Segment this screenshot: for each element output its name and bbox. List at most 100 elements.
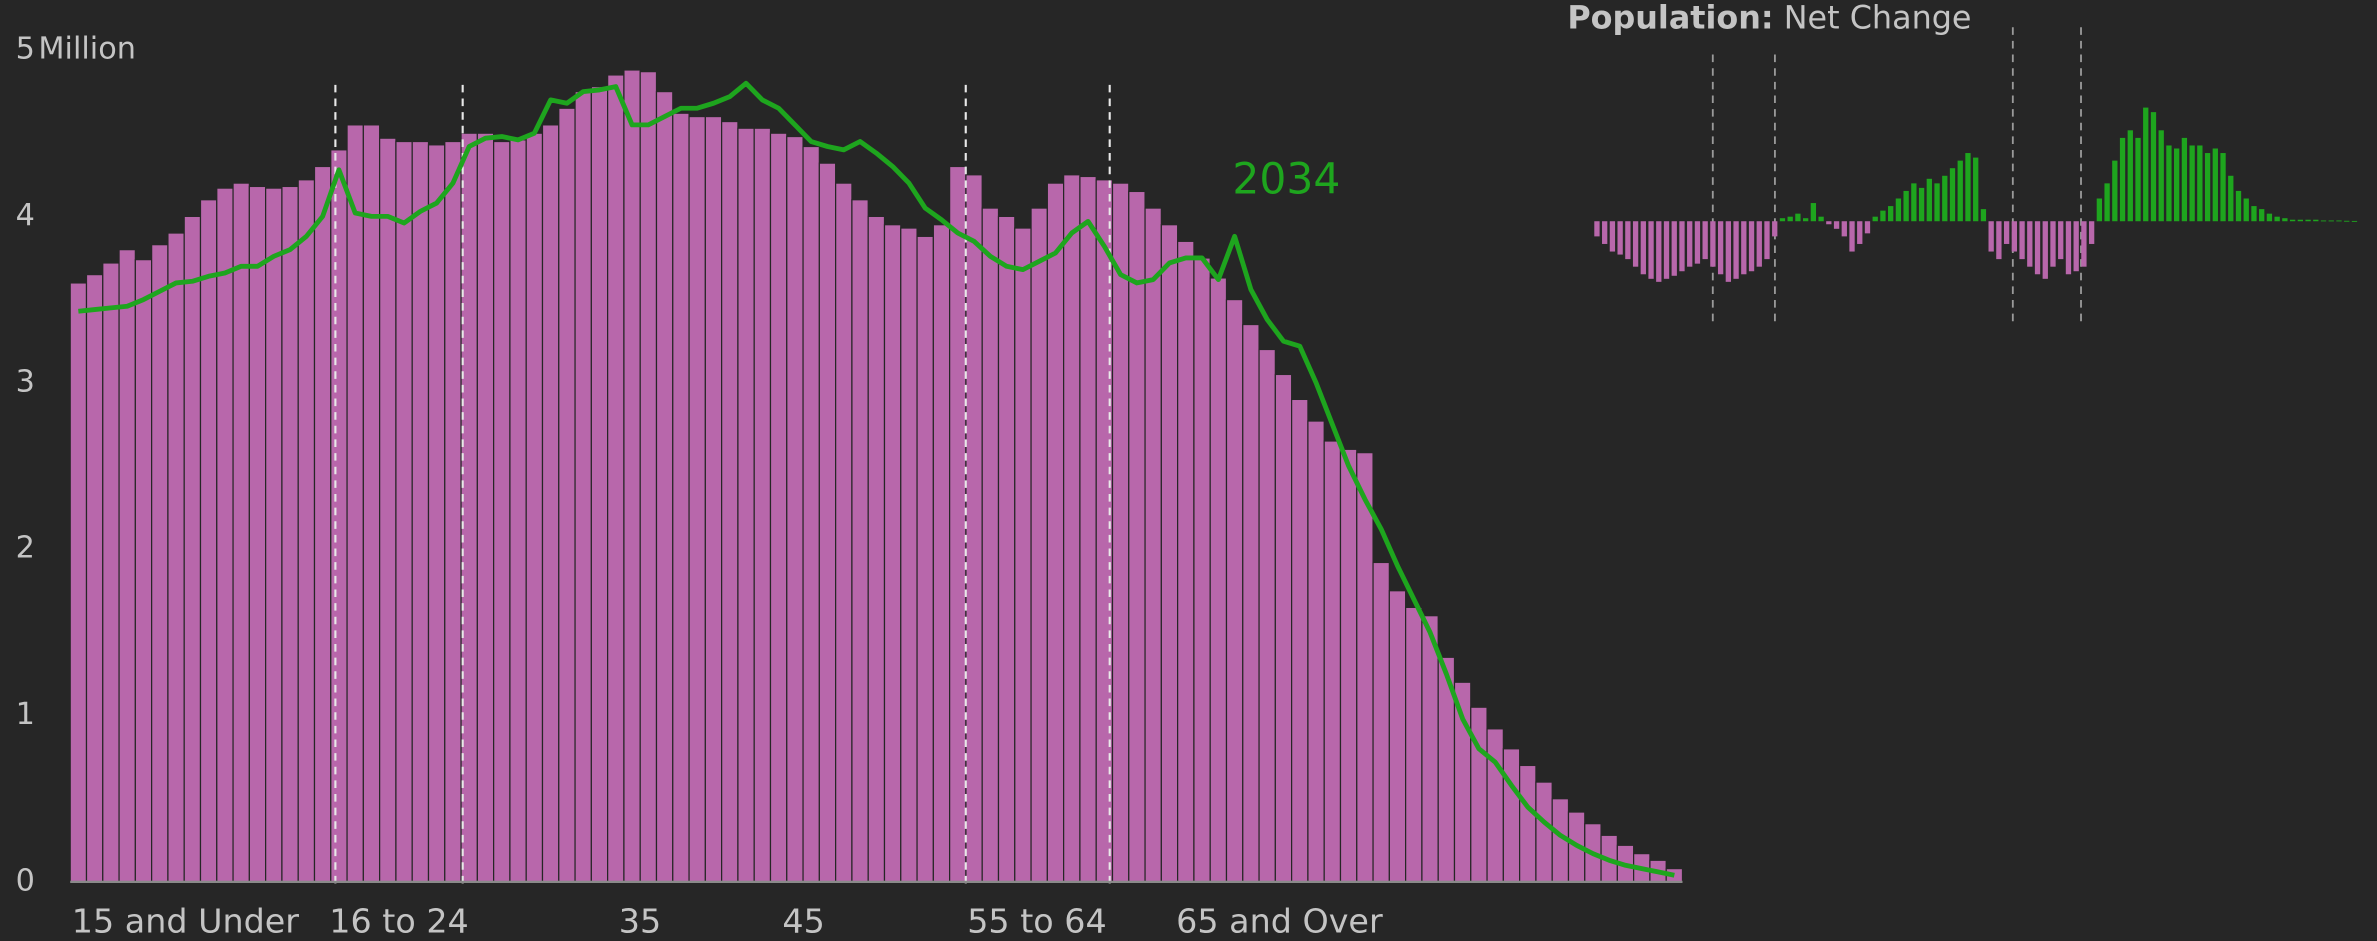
x-label: 65 and Over xyxy=(1176,901,1383,940)
y-tick-label: 2 xyxy=(16,531,35,566)
net-bar xyxy=(1934,183,1940,222)
bar xyxy=(769,132,788,883)
net-bar xyxy=(1663,221,1670,279)
net-bar xyxy=(2328,220,2334,222)
bar xyxy=(1339,448,1358,883)
bar xyxy=(118,249,136,883)
bar xyxy=(753,127,772,883)
x-label: 35 xyxy=(619,901,661,940)
net-bar xyxy=(1826,221,1832,225)
bar xyxy=(1258,348,1276,883)
bar xyxy=(411,140,430,883)
bar xyxy=(395,140,413,883)
net-bar xyxy=(2259,209,2265,222)
net-bar xyxy=(1965,153,1971,222)
net-bar xyxy=(1772,221,1778,237)
net-bar xyxy=(1872,216,1878,222)
net-bar xyxy=(1957,160,1963,222)
bar xyxy=(541,124,560,883)
bar xyxy=(623,69,641,883)
bar xyxy=(362,124,381,883)
net-bar xyxy=(2282,218,2288,222)
bar xyxy=(444,140,462,883)
bar xyxy=(167,232,185,883)
bar xyxy=(216,187,234,883)
net-bar xyxy=(2127,130,2133,222)
bar xyxy=(297,179,316,883)
bar xyxy=(1177,240,1195,883)
net-bar xyxy=(2088,221,2095,244)
bar xyxy=(835,182,853,883)
bar xyxy=(1274,373,1293,883)
y-tick-label: 0 xyxy=(16,863,35,898)
net-bar xyxy=(2065,221,2072,275)
net-bar xyxy=(1632,221,1639,267)
net-bar xyxy=(1795,213,1801,222)
net-bar xyxy=(2050,221,2056,267)
bar xyxy=(688,115,706,883)
net-bar xyxy=(2305,219,2311,222)
bar xyxy=(134,259,153,883)
bar xyxy=(1242,323,1260,883)
net-bar xyxy=(2243,198,2249,222)
net-bar xyxy=(1717,221,1724,275)
net-bar xyxy=(1849,221,1855,252)
net-bar xyxy=(2081,221,2087,267)
net-bar xyxy=(1741,221,1747,275)
bar xyxy=(85,274,104,883)
bar xyxy=(818,162,837,883)
bar xyxy=(590,86,609,883)
net-bar xyxy=(2212,148,2218,222)
net-bar xyxy=(2174,148,2180,222)
net-bar xyxy=(2166,145,2172,222)
net-bar xyxy=(2042,221,2048,279)
net-bar xyxy=(2112,160,2118,222)
bar xyxy=(248,185,267,883)
bar xyxy=(1486,728,1504,883)
bar xyxy=(265,187,283,883)
bar xyxy=(1014,227,1032,883)
bar xyxy=(867,215,886,883)
bar xyxy=(1225,298,1244,883)
inset-title: Population: Net Change xyxy=(1567,0,1971,37)
net-bar xyxy=(2073,221,2079,272)
bar xyxy=(883,224,902,883)
net-bar xyxy=(1988,221,1994,252)
bar xyxy=(672,112,690,883)
bar xyxy=(1144,207,1162,883)
net-bar xyxy=(2220,153,2226,222)
bar xyxy=(183,215,202,883)
net-bar xyxy=(1594,221,1600,237)
net-bar xyxy=(1918,187,1925,222)
net-bar xyxy=(1625,221,1631,260)
bar xyxy=(900,227,918,883)
net-bar xyxy=(1725,221,1732,282)
bar xyxy=(1128,190,1146,883)
net-bar xyxy=(1617,221,1623,255)
bar xyxy=(102,262,120,883)
bar xyxy=(313,165,332,883)
net-bar xyxy=(2019,221,2025,260)
bar xyxy=(199,199,218,883)
net-bar xyxy=(2351,220,2358,222)
net-bar xyxy=(1895,198,1902,222)
net-bar xyxy=(1609,221,1616,252)
net-bar xyxy=(1996,221,2002,260)
bar xyxy=(1421,615,1439,883)
bar xyxy=(1046,182,1065,883)
bar xyxy=(232,182,250,883)
bar xyxy=(330,149,348,883)
bar xyxy=(1307,420,1325,883)
net-bar xyxy=(1973,157,1979,222)
net-bar xyxy=(2003,221,2010,244)
net-bar xyxy=(2197,145,2203,222)
inset-title-rest: Net Change xyxy=(1784,0,1972,37)
net-bar xyxy=(1702,221,1708,260)
bar xyxy=(1535,781,1553,883)
bar xyxy=(851,199,869,883)
net-bar xyxy=(2344,220,2350,222)
bar xyxy=(721,120,739,883)
net-bar xyxy=(2104,183,2110,222)
bar xyxy=(639,71,658,883)
bar xyxy=(1502,748,1521,883)
